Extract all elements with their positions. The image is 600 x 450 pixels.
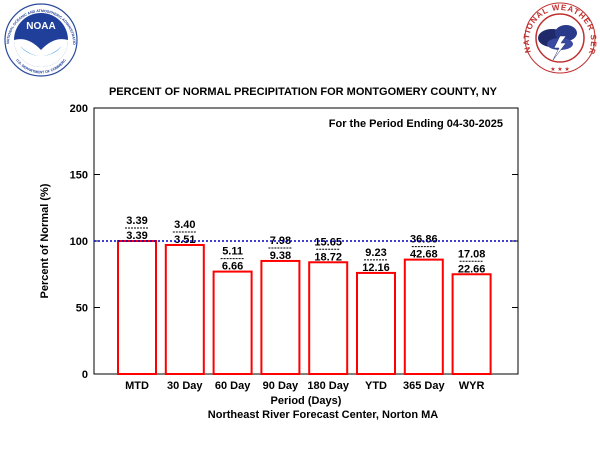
x-tick-label: MTD xyxy=(125,380,149,392)
x-tick-label: 365 Day xyxy=(403,380,445,392)
noaa-logo-text: NOAA xyxy=(26,21,55,32)
x-axis-label: Period (Days) xyxy=(271,395,342,407)
x-tick-label: YTD xyxy=(365,380,387,392)
normal-label: 42.68 xyxy=(410,249,438,261)
normal-label: 9.38 xyxy=(270,250,291,262)
bar xyxy=(117,240,157,375)
bars: 3.39 3.39 3.40 3.51 5.11 6.66 7.98 9.38 15.65 18.… xyxy=(117,215,492,376)
bar xyxy=(451,273,492,375)
y-tick-label: 150 xyxy=(70,170,88,182)
nws-logo: NATIONAL WEATHER SERVICE ★ ★ ★ xyxy=(0,0,598,74)
normal-label: 6.66 xyxy=(222,261,243,273)
bar xyxy=(403,258,444,375)
normal-label: 3.51 xyxy=(174,234,195,246)
x-tick-label: 90 Day xyxy=(263,380,299,392)
observed-label: 9.23 xyxy=(365,247,386,259)
normal-label: 12.16 xyxy=(362,262,390,274)
x-tick-label: 60 Day xyxy=(215,380,251,392)
observed-label: 5.11 xyxy=(222,246,243,258)
y-tick-label: 50 xyxy=(76,303,88,315)
x-tick-label: 180 Day xyxy=(307,380,349,392)
svg-text:★ ★ ★: ★ ★ ★ xyxy=(550,66,569,73)
observed-label: 7.98 xyxy=(270,235,291,247)
normal-label: 22.66 xyxy=(458,263,486,275)
footer-text: Northeast River Forecast Center, Norton … xyxy=(208,409,438,421)
y-ticks: 0 50 100 150 200 xyxy=(70,103,518,381)
bar xyxy=(164,243,205,375)
observed-label: 3.39 xyxy=(126,215,147,227)
noaa-logo: NOAA NATIONAL OCEANIC AND ATMOSPHERIC AD… xyxy=(0,0,78,77)
bar xyxy=(260,259,301,376)
bar xyxy=(308,261,349,375)
nws-ring-text: NATIONAL WEATHER SERVICE xyxy=(0,0,597,56)
bar xyxy=(212,270,253,375)
x-tick-label: WYR xyxy=(459,380,485,392)
y-tick-label: 100 xyxy=(70,236,88,248)
y-tick-label: 200 xyxy=(70,103,88,115)
observed-label: 15.65 xyxy=(314,236,342,248)
observed-label: 3.40 xyxy=(174,219,195,231)
observed-label: 17.08 xyxy=(458,248,486,260)
bar xyxy=(356,271,396,376)
y-tick-label: 0 xyxy=(82,369,88,381)
chart-annotation: For the Period Ending 04-30-2025 xyxy=(329,118,503,130)
observed-label: 36.86 xyxy=(410,234,438,246)
normal-label: 18.72 xyxy=(314,251,342,263)
x-tick-label: 30 Day xyxy=(167,380,203,392)
normal-label: 3.39 xyxy=(126,230,147,242)
x-ticks: MTD 30 Day 60 Day 90 Day 180 Day YTD 365 Day WY… xyxy=(125,380,484,392)
chart-title: PERCENT OF NORMAL PRECIPITATION FOR MONT… xyxy=(109,86,498,98)
y-axis-label: Percent of Normal (%) xyxy=(39,183,51,298)
svg-text:NATIONAL WEATHER SERVICE: NATIONAL WEATHER SERVICE xyxy=(0,0,598,56)
